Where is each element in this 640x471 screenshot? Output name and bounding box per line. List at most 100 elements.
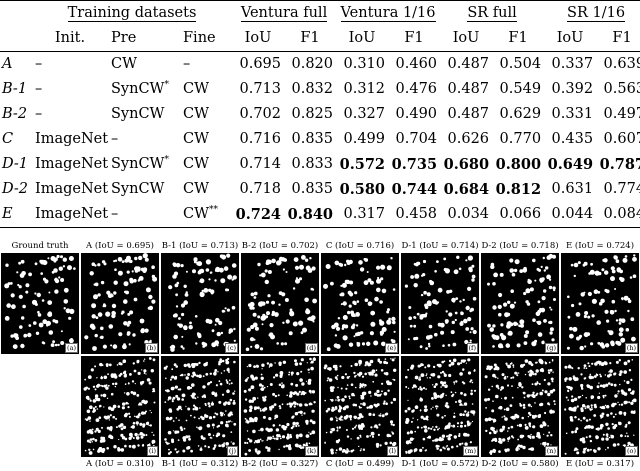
header-f1: F1 — [300, 30, 320, 46]
metric-cell: 0.549 — [499, 81, 542, 97]
metric-cell: 0.435 — [551, 131, 594, 147]
header-pre: Pre — [111, 30, 137, 46]
panel-tag: (k) — [304, 446, 318, 456]
panel-caption: Ground truth — [11, 241, 69, 251]
metric-cell: 0.331 — [551, 106, 594, 122]
panel-caption: A (IoU = 0.310) — [86, 459, 154, 469]
row-label: E — [0, 202, 32, 228]
panel-caption: D-1 (IoU = 0.572) — [401, 459, 479, 469]
panel-tag: (m) — [462, 446, 478, 456]
metric-cell: 0.770 — [499, 131, 542, 147]
segmentation-panel: (c) — [161, 253, 239, 354]
header-sr-full: SR full — [467, 5, 517, 22]
panel-tag: (a) — [65, 343, 78, 353]
segmentation-panel: (i) — [81, 356, 159, 457]
header-f1: F1 — [508, 30, 528, 46]
init-cell: – — [35, 106, 43, 122]
metric-cell: 0.580 — [339, 181, 386, 198]
metric-cell: 0.084 — [596, 202, 640, 228]
metric-cell: 0.629 — [499, 106, 542, 122]
metric-cell: 0.639 — [596, 51, 640, 77]
metric-cell: 0.312 — [343, 81, 386, 97]
row-label: B-1 — [2, 81, 28, 97]
metric-cell: 0.572 — [339, 156, 386, 173]
metric-cell: 0.787 — [599, 156, 640, 173]
fine-cell: CW — [183, 106, 209, 122]
segmentation-panel: (l) — [321, 356, 399, 457]
metric-cell: 0.832 — [291, 81, 334, 97]
segmentation-panel: (g) — [481, 253, 559, 354]
bottom-caption-row: A (IoU = 0.310) B-1 (IoU = 0.312) B-2 (IoU… — [0, 458, 640, 471]
segmentation-panel: (m) — [401, 356, 479, 457]
row-label: C — [2, 131, 14, 147]
metric-cell: 0.490 — [395, 106, 438, 122]
metric-cell: 0.695 — [232, 51, 285, 77]
results-table: Training datasets Ventura full Ventura 1… — [0, 0, 640, 228]
panel-tag: (d) — [304, 343, 318, 353]
top-caption-row: Ground truth A (IoU = 0.695) B-1 (IoU = 0.… — [0, 240, 640, 253]
metric-cell: 0.820 — [284, 51, 337, 77]
panel-caption: B-2 (IoU = 0.702) — [241, 241, 319, 251]
pre-cell: SynCW — [111, 181, 165, 197]
metric-cell: 0.499 — [343, 131, 386, 147]
metric-cell: 0.487 — [440, 51, 493, 77]
panel-tag: (e) — [385, 343, 398, 353]
panel-caption: E (IoU = 0.317) — [565, 459, 635, 469]
header-f1: F1 — [612, 30, 632, 46]
metric-cell: 0.504 — [492, 51, 545, 77]
table-row: C ImageNet – CW 0.716 0.835 0.499 0.704 0.626 0.7… — [0, 127, 640, 152]
metric-cell: 0.825 — [291, 106, 334, 122]
panel-caption: A (IoU = 0.695) — [86, 241, 154, 251]
metric-cell: 0.835 — [291, 181, 334, 197]
metric-cell: 0.458 — [388, 202, 441, 228]
row-label: D-2 — [2, 181, 29, 197]
table-row: B-2– SynCW CW 0.702 0.825 0.327 0.490 0.487 0.62… — [0, 102, 640, 127]
fine-cell: CW — [183, 156, 209, 172]
row-label: D-1 — [2, 156, 29, 172]
segmentation-panel: (a) — [1, 253, 79, 354]
table-row: A – CW –0.695 0.820 0.310 0.460 0.487 0.504 0.337… — [0, 51, 640, 77]
bottom-panel-row: (i) (j) (k) (l) (m) (n) (o) — [0, 356, 640, 459]
results-table-container: Training datasets Ventura full Ventura 1… — [0, 0, 640, 228]
row-label: B-2 — [2, 106, 28, 122]
metric-cell: 0.704 — [395, 131, 438, 147]
group-header-row: Training datasets Ventura full Ventura 1… — [0, 0, 640, 26]
metric-cell: 0.607 — [603, 131, 640, 147]
metric-cell: 0.497 — [603, 106, 640, 122]
header-iou: IoU — [348, 30, 376, 46]
sub-header-row: Init. Pre Fine IoU F1 IoU F1 IoU F1 IoU … — [0, 26, 640, 52]
table-row: E ImageNet – CW** 0.724 0.840 0.317 0.458 0.034 0… — [0, 202, 640, 228]
segmentation-panel: (k) — [241, 356, 319, 457]
panel-tag: (g) — [544, 343, 558, 353]
metric-cell: 0.718 — [239, 181, 282, 197]
pre-cell: SynCW* — [111, 155, 169, 173]
header-iou: IoU — [244, 30, 272, 46]
segmentation-panel: (h) — [561, 253, 639, 354]
header-sr-1-16: SR 1/16 — [567, 5, 626, 22]
header-iou: IoU — [452, 30, 480, 46]
segmentation-panel: (j) — [161, 356, 239, 457]
metric-cell: 0.487 — [447, 106, 490, 122]
fine-cell: CW — [183, 181, 209, 197]
segmentation-panel: (f) — [401, 253, 479, 354]
panel-caption: D-2 (IoU = 0.718) — [481, 241, 559, 251]
metric-cell: 0.713 — [239, 81, 282, 97]
metric-cell: 0.716 — [239, 131, 282, 147]
panel-tag: (o) — [625, 446, 638, 456]
panel-caption: B-1 (IoU = 0.713) — [161, 241, 239, 251]
metric-cell: 0.800 — [495, 156, 542, 173]
metric-cell: 0.774 — [603, 181, 640, 197]
table-row: D-1 ImageNet SynCW* CW 0.714 0.833 0.572 0.735 0… — [0, 152, 640, 177]
metric-cell: 0.476 — [395, 81, 438, 97]
panel-tag: (i) — [146, 446, 158, 456]
fine-cell: CW — [183, 81, 209, 97]
metric-cell: 0.317 — [336, 202, 389, 228]
header-fine: Fine — [183, 30, 216, 46]
pre-cell: CW — [108, 51, 180, 77]
header-f1: F1 — [404, 30, 424, 46]
metric-cell: 0.744 — [391, 181, 438, 198]
metric-cell: 0.327 — [343, 106, 386, 122]
panel-caption: B-1 (IoU = 0.312) — [161, 459, 239, 469]
panel-tag: (h) — [624, 343, 638, 353]
init-cell: ImageNet — [35, 181, 109, 197]
